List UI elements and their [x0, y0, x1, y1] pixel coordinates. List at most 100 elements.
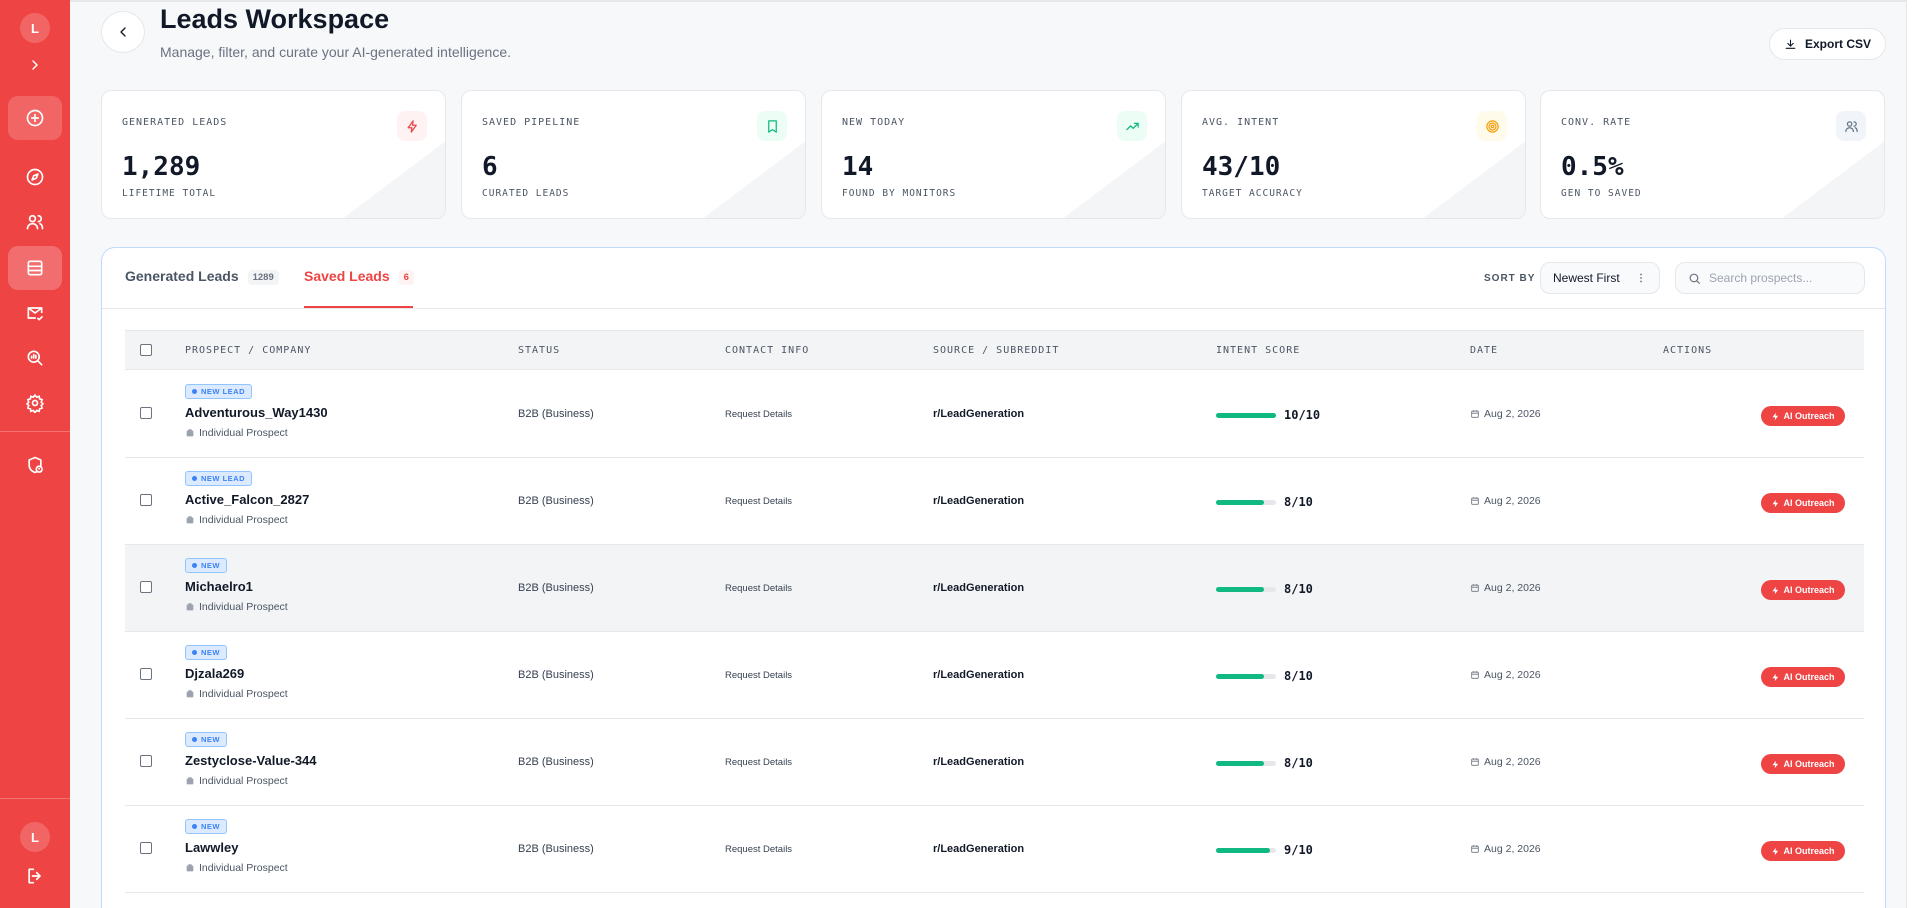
scrollbar[interactable]	[1906, 0, 1919, 908]
sidebar-item-search[interactable]	[8, 336, 62, 380]
ai-outreach-button[interactable]: AI Outreach	[1761, 841, 1845, 861]
intent-score-bar	[1216, 674, 1276, 679]
sidebar-item-add[interactable]	[8, 96, 62, 140]
stat-value: 1,289	[122, 152, 201, 182]
sidebar-item-settings[interactable]	[8, 381, 62, 425]
sidebar-item-security[interactable]	[8, 443, 62, 487]
status-cell: B2B (Business)	[518, 843, 594, 855]
stat-caption: GEN TO SAVED	[1561, 188, 1642, 199]
prospect-name[interactable]: Djzala269	[185, 666, 245, 681]
gear-icon	[25, 393, 45, 413]
prospect-name[interactable]: Adventurous_Way1430	[185, 405, 328, 420]
user-avatar-bottom[interactable]: L	[20, 822, 50, 852]
bolt-icon	[1772, 760, 1779, 768]
export-csv-button[interactable]: Export CSV	[1769, 28, 1886, 60]
prospect-name[interactable]: Lawwley	[185, 840, 239, 855]
row-checkbox[interactable]	[140, 842, 152, 854]
column-header-actions: ACTIONS	[1663, 345, 1713, 356]
sidebar-item-leads[interactable]	[8, 246, 62, 290]
row-checkbox[interactable]	[140, 755, 152, 767]
building-icon	[186, 516, 194, 524]
bolt-icon	[397, 111, 427, 141]
table-icon	[25, 258, 45, 278]
column-header-prospect[interactable]: PROSPECT / COMPANY	[185, 345, 312, 356]
sidebar-item-mail[interactable]	[8, 291, 62, 335]
sidebar-item-discover[interactable]	[8, 155, 62, 199]
column-header-source[interactable]: SOURCE / SUBREDDIT	[933, 345, 1060, 356]
intent-score-fill	[1216, 674, 1264, 679]
source-cell: r/LeadGeneration	[933, 582, 1025, 594]
user-avatar-top[interactable]: L	[20, 13, 50, 43]
bookmark-icon	[757, 111, 787, 141]
column-header-date[interactable]: DATE	[1470, 345, 1499, 356]
request-details-link[interactable]: Request Details	[725, 844, 793, 855]
tabs-divider	[102, 308, 1885, 309]
export-csv-label: Export CSV	[1804, 37, 1871, 51]
chevron-left-icon	[115, 24, 131, 40]
stat-caption: TARGET ACCURACY	[1202, 188, 1303, 199]
intent-score-value: 10/10	[1284, 408, 1321, 422]
source-cell: r/LeadGeneration	[933, 408, 1025, 420]
row-checkbox[interactable]	[140, 407, 152, 419]
users-icon	[1836, 111, 1866, 141]
tab-saved-leads[interactable]: Saved Leads 6	[304, 268, 414, 308]
source-cell: r/LeadGeneration	[933, 495, 1025, 507]
prospect-type: Individual Prospect	[185, 862, 288, 874]
stat-value: 14	[842, 152, 874, 182]
status-cell: B2B (Business)	[518, 669, 594, 681]
intent-score-bar	[1216, 761, 1276, 766]
calendar-icon	[1471, 671, 1479, 679]
bolt-icon	[1772, 586, 1779, 594]
prospect-type: Individual Prospect	[185, 688, 288, 700]
prospect-name[interactable]: Active_Falcon_2827	[185, 492, 310, 507]
table-row[interactable]: NEW Lawwley Individual Prospect B2B (Bus…	[125, 806, 1864, 893]
ai-outreach-button[interactable]: AI Outreach	[1761, 493, 1845, 513]
calendar-icon	[1471, 758, 1479, 766]
request-details-link[interactable]: Request Details	[725, 409, 793, 420]
search-input[interactable]	[1709, 271, 1849, 285]
column-header-intent[interactable]: INTENT SCORE	[1216, 345, 1301, 356]
table-row[interactable]: NEW LEAD Adventurous_Way1430 Individual …	[125, 371, 1864, 458]
prospect-name[interactable]: Zestyclose-Value-344	[185, 753, 317, 768]
sort-select[interactable]: Newest First	[1540, 262, 1660, 294]
column-header-status[interactable]: STATUS	[518, 345, 561, 356]
logout-icon	[25, 866, 45, 886]
row-checkbox[interactable]	[140, 668, 152, 680]
target-icon	[1477, 111, 1507, 141]
table-row[interactable]: NEW Zestyclose-Value-344 Individual Pros…	[125, 719, 1864, 806]
table-row[interactable]: NEW Djzala269 Individual Prospect B2B (B…	[125, 632, 1864, 719]
request-details-link[interactable]: Request Details	[725, 583, 793, 594]
prospect-name[interactable]: Michaelro1	[185, 579, 253, 594]
request-details-link[interactable]: Request Details	[725, 496, 793, 507]
table-row[interactable]: NEW Michaelro1 Individual Prospect B2B (…	[125, 545, 1864, 632]
table-row[interactable]: NEW LEAD Active_Falcon_2827 Individual P…	[125, 458, 1864, 545]
date-cell: Aug 2, 2026	[1470, 756, 1541, 768]
stat-caption: CURATED LEADS	[482, 188, 570, 199]
column-header-contact[interactable]: CONTACT INFO	[725, 345, 810, 356]
sidebar-bottom-divider	[0, 798, 70, 799]
ai-outreach-button[interactable]: AI Outreach	[1761, 754, 1845, 774]
prospect-type: Individual Prospect	[185, 601, 288, 613]
intent-score-bar	[1216, 587, 1276, 592]
stat-card-conv-rate: CONV. RATE 0.5% GEN TO SAVED	[1540, 90, 1885, 219]
logout-button[interactable]	[8, 854, 62, 898]
row-checkbox[interactable]	[140, 581, 152, 593]
stat-value: 6	[482, 152, 498, 182]
ai-outreach-button[interactable]: AI Outreach	[1761, 580, 1845, 600]
back-button[interactable]	[101, 11, 145, 53]
ai-outreach-button[interactable]: AI Outreach	[1761, 406, 1845, 426]
request-details-link[interactable]: Request Details	[725, 670, 793, 681]
expand-sidebar-button[interactable]	[23, 54, 47, 76]
tab-generated-leads[interactable]: Generated Leads 1289	[125, 268, 279, 308]
building-icon	[186, 690, 194, 698]
table-header: PROSPECT / COMPANY STATUS CONTACT INFO S…	[125, 330, 1864, 370]
search-icon	[1688, 272, 1701, 285]
row-checkbox[interactable]	[140, 494, 152, 506]
request-details-link[interactable]: Request Details	[725, 757, 793, 768]
date-cell: Aug 2, 2026	[1470, 843, 1541, 855]
sidebar-item-users[interactable]	[8, 200, 62, 244]
ai-outreach-button[interactable]: AI Outreach	[1761, 667, 1845, 687]
select-all-checkbox[interactable]	[140, 344, 152, 356]
intent-score-fill	[1216, 413, 1276, 418]
bolt-icon	[1772, 673, 1779, 681]
